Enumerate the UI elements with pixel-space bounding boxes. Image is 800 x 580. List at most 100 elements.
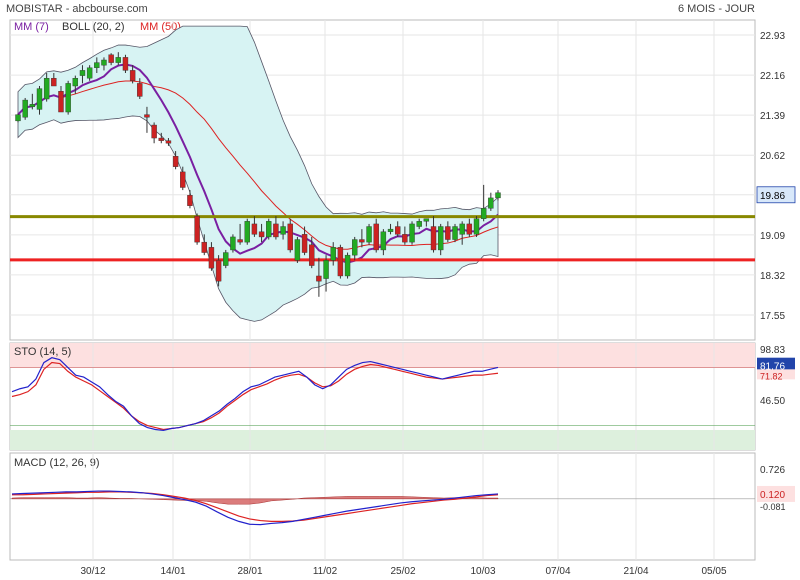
- candle-body: [301, 234, 308, 253]
- candle-body: [473, 218, 480, 235]
- candle-body: [115, 57, 121, 63]
- macd-title: MACD (12, 26, 9): [14, 457, 100, 469]
- candle-body: [466, 223, 473, 235]
- sto-panel: STO (14, 5): [9, 342, 756, 451]
- legend-mm7: MM (7): [14, 21, 49, 33]
- candle-body: [94, 62, 100, 68]
- x-tick-label: 10/03: [470, 566, 495, 577]
- mm7-line: [17, 63, 499, 264]
- candle-body: [201, 241, 207, 253]
- macd-panel-frame: [9, 452, 756, 561]
- candle-body: [437, 226, 444, 251]
- macd-last-value: 0.120: [760, 490, 785, 501]
- sto-title: STO (14, 5): [14, 346, 71, 358]
- candle-body: [416, 221, 422, 227]
- candle-body: [409, 223, 415, 243]
- candle-body: [43, 77, 50, 100]
- candle-body: [180, 171, 186, 188]
- candle-body: [194, 215, 200, 243]
- candle-body: [101, 59, 107, 66]
- sto-y-tick: 46.50: [760, 396, 785, 407]
- price-y-tick: 21.39: [760, 111, 785, 122]
- macd-signal-value: -0.081: [760, 502, 786, 512]
- candle-body: [258, 231, 265, 238]
- macd-line: [11, 490, 499, 526]
- candle-body: [144, 114, 150, 118]
- x-tick-label: 28/01: [237, 566, 262, 577]
- candle-body: [488, 197, 494, 209]
- x-tick-label: 14/01: [160, 566, 185, 577]
- candle-body: [366, 226, 372, 243]
- candle-body: [430, 226, 437, 251]
- candle-body: [330, 247, 336, 261]
- candle-body: [237, 239, 243, 243]
- candle-body: [445, 226, 451, 240]
- price-y-tick: 18.32: [760, 271, 785, 282]
- price-y-tick: 22.16: [760, 71, 785, 82]
- candle-body: [480, 208, 487, 219]
- candle-body: [187, 195, 193, 206]
- candle-body: [158, 137, 164, 141]
- macd-last-badge: [757, 485, 795, 502]
- sto-oversold-zone: [10, 430, 755, 450]
- macd-panel: MACD (12, 26, 9): [9, 452, 756, 561]
- candle-body: [122, 57, 129, 71]
- last-price-badge: [756, 186, 796, 204]
- period-selector[interactable]: 6 MOIS - JOUR: [677, 3, 755, 15]
- candle-body: [266, 221, 272, 238]
- candle-body: [323, 260, 329, 279]
- candle-body: [273, 223, 279, 238]
- candle-body: [208, 247, 215, 269]
- candle-body: [280, 226, 286, 235]
- mm50-line: [17, 80, 499, 250]
- price-y-tick: 17.55: [760, 311, 785, 322]
- candle-body: [223, 252, 229, 266]
- candle-body: [108, 54, 114, 63]
- candle-body: [373, 223, 379, 251]
- macd-y-tick: 0.726: [760, 465, 785, 476]
- price-y-tick: 20.62: [760, 151, 785, 162]
- candle-body: [36, 88, 43, 110]
- sto-signal-badge: [757, 369, 795, 380]
- candle-body: [58, 91, 64, 113]
- candle-body: [495, 192, 501, 199]
- x-tick-label: 05/05: [701, 566, 726, 577]
- candle-body: [359, 239, 365, 243]
- x-tick-label: 07/04: [545, 566, 570, 577]
- macd-histogram: [11, 496, 499, 505]
- candle-body: [137, 83, 143, 97]
- x-tick-label: 21/04: [623, 566, 648, 577]
- sto-fast-line: [11, 357, 499, 432]
- candle-body: [51, 77, 57, 87]
- macd-signal-line: [12, 491, 499, 522]
- candle-body: [423, 218, 430, 222]
- candle-body: [251, 223, 258, 235]
- candle-body: [380, 231, 387, 251]
- candle-body: [294, 239, 301, 261]
- candle-body: [395, 226, 401, 235]
- candle-body: [29, 104, 36, 108]
- sto-overbought-zone: [10, 343, 755, 368]
- x-tick-label: 11/02: [313, 566, 338, 577]
- candle-body: [316, 275, 322, 282]
- candle-body: [344, 254, 351, 277]
- x-tick-label: 25/02: [390, 566, 415, 577]
- candle-body: [402, 234, 408, 243]
- candle-body: [151, 124, 157, 139]
- candle-body: [215, 260, 222, 282]
- candle-body: [352, 239, 358, 256]
- candle-body: [72, 77, 79, 87]
- candle-body: [165, 140, 172, 144]
- sto-signal-line: [11, 361, 499, 431]
- candle-body: [65, 83, 71, 113]
- candle-body: [79, 70, 86, 76]
- candle-body: [309, 244, 315, 266]
- x-tick-label: 30/12: [80, 566, 105, 577]
- candle-body: [129, 70, 136, 81]
- chart-source-title: MOBISTAR - abcbourse.com: [6, 3, 148, 15]
- candle-body: [452, 226, 458, 240]
- sto-signal-value: 71.82: [760, 371, 783, 381]
- last-price-value: 19.86: [760, 191, 785, 202]
- sto-y-tick: 98.83: [760, 345, 785, 356]
